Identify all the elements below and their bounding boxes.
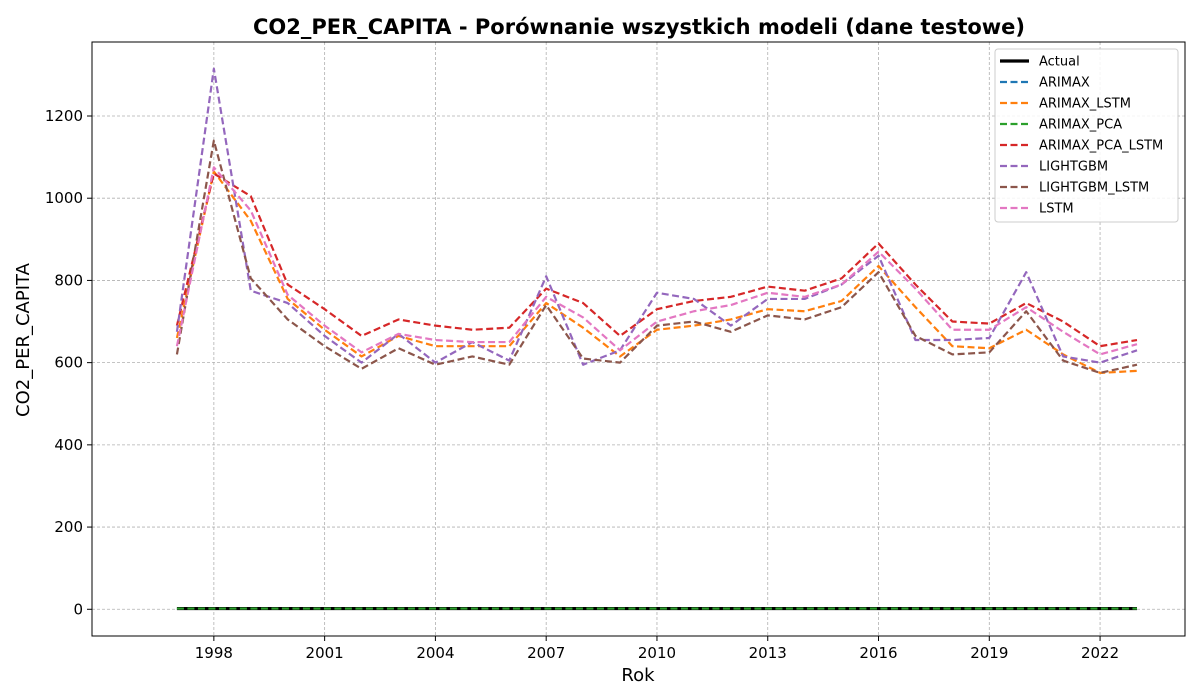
grid — [92, 42, 1185, 636]
series-layer — [175, 67, 1138, 611]
series-line-lstm — [175, 166, 1138, 356]
series-line-arimax-pca-lstm — [175, 172, 1138, 348]
chart-title: CO2_PER_CAPITA - Porównanie wszystkich m… — [253, 15, 1025, 39]
series-line-lightgbm-lstm — [175, 139, 1138, 375]
y-tick-label: 400 — [54, 436, 83, 454]
x-tick-label: 2016 — [859, 644, 897, 662]
legend-label-lightgbm-lstm: LIGHTGBM_LSTM — [1039, 181, 1149, 196]
legend-label-arimax: ARIMAX — [1039, 76, 1090, 91]
x-tick-label: 2001 — [306, 644, 344, 662]
y-tick-label: 600 — [54, 354, 83, 372]
y-tick-label: 800 — [54, 271, 83, 289]
series-line-lightgbm — [175, 67, 1138, 366]
legend-label-lstm: LSTM — [1039, 202, 1074, 217]
x-tick-label: 2022 — [1081, 644, 1119, 662]
x-tick-label: 2013 — [749, 644, 787, 662]
x-tick-label: 1998 — [195, 644, 233, 662]
legend: Actual ARIMAX ARIMAX_LSTM ARIMAX_PCA ARIMAX_… — [994, 48, 1179, 223]
y-tick-label: 1200 — [45, 107, 83, 125]
y-axis: 0 200 400 600 800 1000 1200 — [45, 107, 92, 618]
x-axis-label: Rok — [621, 665, 655, 686]
legend-label-actual: Actual — [1039, 55, 1080, 70]
x-tick-label: 2010 — [638, 644, 676, 662]
legend-label-arimax-pca: ARIMAX_PCA — [1039, 118, 1122, 133]
x-axis: 1998 2001 2004 2007 2010 2013 2016 2019 2022 — [195, 636, 1119, 662]
x-tick-label: 2004 — [416, 644, 454, 662]
legend-label-lightgbm: LIGHTGBM — [1039, 160, 1108, 175]
y-tick-label: 0 — [73, 600, 83, 618]
series-line-arimax-lstm — [175, 170, 1138, 375]
y-axis-label: CO2_PER_CAPITA — [13, 262, 34, 417]
x-tick-label: 2019 — [970, 644, 1008, 662]
legend-label-arimax-pca-lstm: ARIMAX_PCA_LSTM — [1039, 139, 1163, 154]
x-tick-label: 2007 — [527, 644, 565, 662]
plot-frame — [91, 41, 1186, 637]
y-tick-label: 1000 — [45, 189, 83, 207]
legend-box — [994, 48, 1179, 223]
y-tick-label: 200 — [54, 518, 83, 536]
legend-label-arimax-lstm: ARIMAX_LSTM — [1039, 97, 1131, 112]
